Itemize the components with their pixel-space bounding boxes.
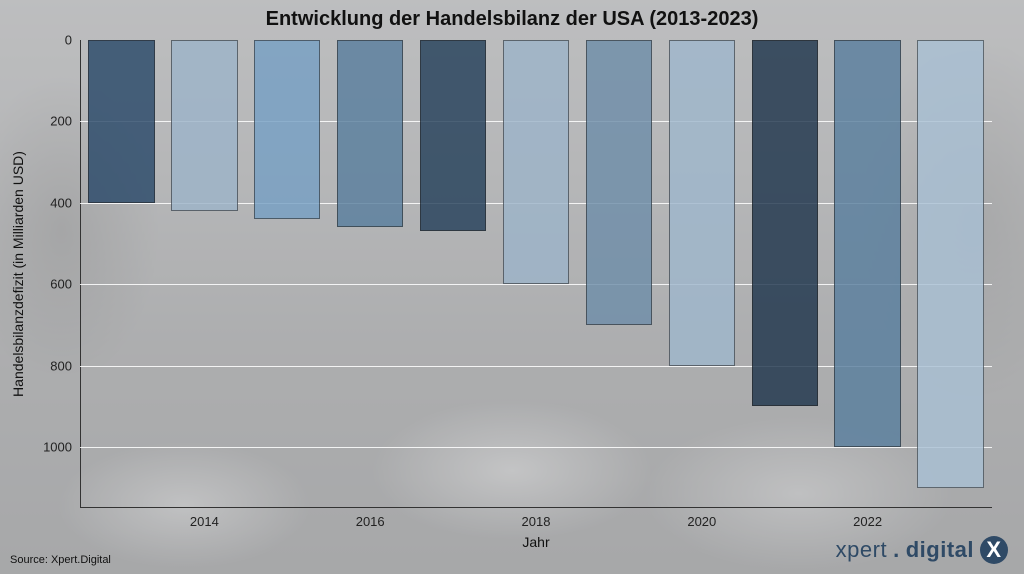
y-tick-label: 200 xyxy=(50,114,80,129)
brand-logo: xpert.digital X xyxy=(836,536,1008,564)
y-tick-label: 1000 xyxy=(43,439,80,454)
x-tick-label: 2022 xyxy=(853,508,882,529)
y-tick-label: 800 xyxy=(50,358,80,373)
y-tick-label: 0 xyxy=(65,33,80,48)
grid-line xyxy=(80,447,992,448)
brand-dot: . xyxy=(893,537,900,563)
y-tick-label: 600 xyxy=(50,277,80,292)
plot-area: 0200400600800100020142016201820202022 xyxy=(80,40,992,508)
y-tick-label: 400 xyxy=(50,195,80,210)
chart-title: Entwicklung der Handelsbilanz der USA (2… xyxy=(0,8,1024,31)
bar xyxy=(503,40,569,284)
stage: Entwicklung der Handelsbilanz der USA (2… xyxy=(0,0,1024,574)
x-tick-label: 2016 xyxy=(356,508,385,529)
bar xyxy=(88,40,154,203)
brand-badge-icon: X xyxy=(980,536,1008,564)
brand-word-1: xpert xyxy=(836,537,887,563)
y-axis-line xyxy=(80,40,81,508)
bar xyxy=(337,40,403,227)
x-axis-label: Jahr xyxy=(522,534,549,550)
x-tick-label: 2020 xyxy=(687,508,716,529)
bar xyxy=(171,40,237,211)
x-tick-label: 2014 xyxy=(190,508,219,529)
source-attribution: Source: Xpert.Digital xyxy=(10,554,111,566)
bar xyxy=(669,40,735,366)
bar xyxy=(586,40,652,325)
bar xyxy=(917,40,983,488)
brand-word-2: digital xyxy=(906,537,974,563)
y-axis-label: Handelsbilanzdefizit (in Milliarden USD) xyxy=(10,151,26,397)
bar xyxy=(752,40,818,406)
bar xyxy=(254,40,320,219)
x-tick-label: 2018 xyxy=(522,508,551,529)
bar xyxy=(420,40,486,231)
bar xyxy=(834,40,900,447)
